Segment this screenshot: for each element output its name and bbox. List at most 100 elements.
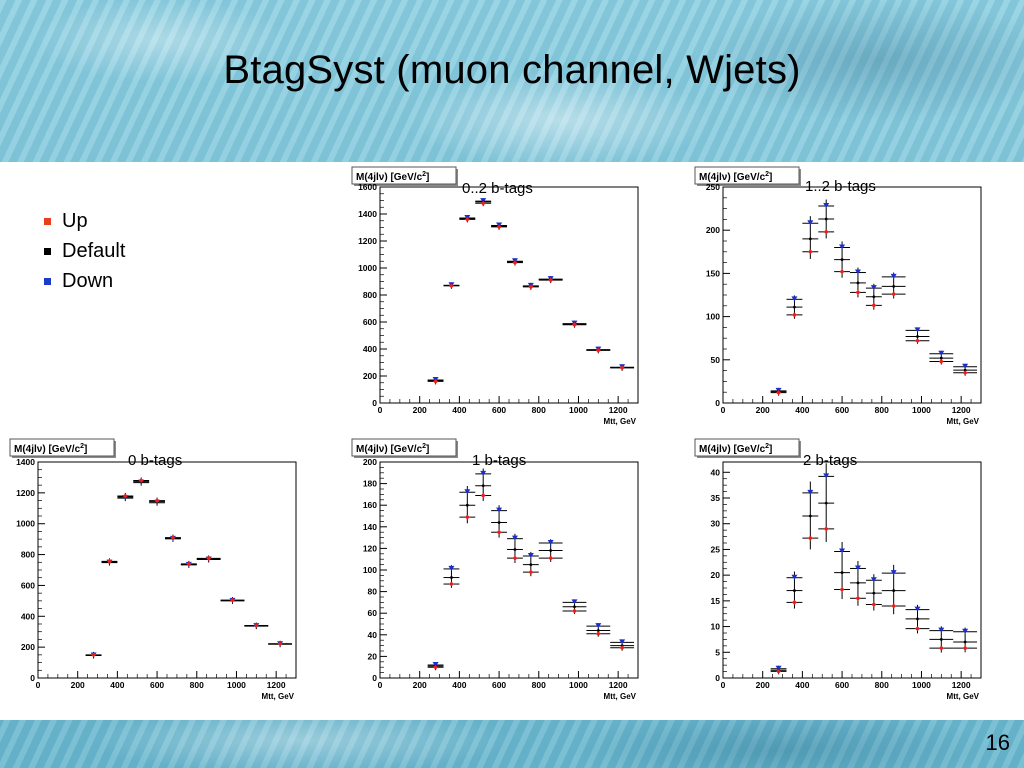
data-point-default bbox=[596, 629, 600, 632]
data-point-up bbox=[619, 365, 625, 371]
ylabel-box bbox=[351, 166, 457, 185]
data-point-default bbox=[872, 295, 876, 299]
data-point-up bbox=[823, 526, 829, 532]
data-point-default bbox=[793, 589, 796, 592]
data-point-up bbox=[528, 569, 534, 575]
data-point-default bbox=[856, 281, 860, 285]
legend-item-up: Up bbox=[44, 206, 125, 236]
data-point-up bbox=[277, 641, 283, 647]
y-tick-label: 1000 bbox=[358, 263, 377, 273]
x-tick-label: 800 bbox=[532, 405, 546, 415]
data-point-default bbox=[529, 563, 533, 566]
y-axis-label-close: ] bbox=[769, 172, 772, 183]
chart-1-btags: M(4jlν) [GeV/c2]1 b-tags0204060801001201… bbox=[351, 438, 639, 701]
data-point-up bbox=[807, 249, 813, 255]
data-point-down bbox=[938, 350, 945, 356]
data-point-down bbox=[890, 273, 897, 279]
y-tick-label: 10 bbox=[711, 622, 721, 632]
x-tick-label: 400 bbox=[452, 405, 466, 415]
y-axis-label-prefix: M(4jl bbox=[356, 172, 379, 183]
y-tick-label: 400 bbox=[363, 344, 377, 354]
y-tick-label: 1000 bbox=[16, 519, 35, 529]
y-axis-label-close: ] bbox=[84, 444, 87, 455]
y-axis-label-nu: ν bbox=[379, 444, 385, 455]
y-tick-label: 1400 bbox=[358, 209, 377, 219]
legend-swatch-default bbox=[44, 247, 51, 255]
data-point-up bbox=[253, 623, 259, 629]
y-tick-label: 0 bbox=[715, 673, 720, 683]
data-point-up bbox=[138, 478, 144, 484]
chart-caption: 0..2 b-tags bbox=[462, 180, 533, 197]
legend-label-default: Default bbox=[62, 239, 126, 262]
y-tick-label: 0 bbox=[715, 398, 720, 408]
y-tick-label: 180 bbox=[363, 479, 377, 489]
data-point-default bbox=[840, 571, 844, 574]
data-point-down bbox=[839, 548, 846, 554]
ylabel-box bbox=[9, 438, 115, 457]
y-tick-label: 200 bbox=[706, 225, 720, 235]
data-point-down bbox=[914, 327, 921, 333]
y-axis-label-prefix: M(4jl bbox=[356, 444, 379, 455]
data-point-default bbox=[939, 638, 943, 641]
data-point-up bbox=[776, 390, 782, 396]
data-point-down bbox=[854, 565, 861, 571]
y-tick-label: 20 bbox=[711, 570, 721, 580]
x-tick-label: 1000 bbox=[569, 405, 588, 415]
data-point-down bbox=[807, 220, 814, 226]
data-point-default bbox=[497, 521, 501, 524]
x-tick-label: 400 bbox=[452, 680, 466, 690]
data-point-up bbox=[791, 599, 797, 605]
x-tick-label: 1200 bbox=[609, 680, 628, 690]
data-point-default bbox=[963, 640, 967, 644]
data-point-up bbox=[170, 535, 176, 541]
ylabel-box bbox=[694, 438, 800, 457]
x-tick-label: 200 bbox=[756, 405, 770, 415]
x-axis-label: Mtt, GeV bbox=[947, 692, 980, 701]
plot-frame bbox=[379, 461, 639, 679]
y-tick-label: 40 bbox=[711, 467, 721, 477]
y-axis-label-sup: 2 bbox=[765, 443, 769, 450]
y-tick-label: 140 bbox=[363, 522, 377, 532]
y-tick-label: 100 bbox=[706, 312, 720, 322]
x-tick-label: 1200 bbox=[952, 680, 971, 690]
data-point-up bbox=[448, 581, 454, 587]
x-tick-label: 200 bbox=[413, 405, 427, 415]
data-point-up bbox=[791, 312, 797, 318]
data-point-up bbox=[548, 555, 554, 561]
data-point-default bbox=[481, 484, 485, 488]
x-tick-label: 1200 bbox=[609, 405, 628, 415]
data-point-up bbox=[464, 216, 470, 222]
data-point-down bbox=[432, 662, 439, 668]
data-point-up bbox=[433, 664, 439, 670]
data-point-up bbox=[871, 302, 877, 308]
y-tick-label: 1600 bbox=[358, 182, 377, 192]
data-point-down bbox=[962, 363, 969, 369]
data-point-down bbox=[775, 665, 782, 671]
y-axis-label-close: ] bbox=[426, 444, 429, 455]
y-axis-label-close: ] bbox=[426, 172, 429, 183]
data-point-default bbox=[872, 591, 876, 595]
y-tick-label: 1200 bbox=[358, 236, 377, 246]
data-point-default bbox=[808, 514, 812, 518]
y-tick-label: 0 bbox=[30, 673, 35, 683]
y-tick-label: 200 bbox=[363, 457, 377, 467]
data-point-up bbox=[122, 493, 128, 499]
x-tick-label: 1200 bbox=[952, 405, 971, 415]
y-tick-label: 30 bbox=[711, 519, 721, 529]
data-point-up bbox=[891, 603, 897, 609]
y-axis-label-sup: 2 bbox=[422, 443, 426, 450]
plot-frame bbox=[722, 461, 982, 679]
y-tick-label: 400 bbox=[21, 611, 35, 621]
data-point-up bbox=[186, 561, 192, 567]
y-tick-label: 200 bbox=[21, 642, 35, 652]
y-tick-label: 25 bbox=[711, 544, 721, 554]
y-tick-label: 40 bbox=[368, 630, 378, 640]
y-axis-label-suffix: ) [GeV/c bbox=[727, 172, 765, 183]
data-point-default bbox=[916, 335, 919, 338]
y-tick-label: 60 bbox=[368, 608, 378, 618]
page-number: 16 bbox=[985, 730, 1010, 755]
data-point-default bbox=[939, 356, 943, 360]
data-point-default bbox=[793, 305, 796, 309]
legend-label-down: Down bbox=[62, 269, 114, 292]
x-tick-label: 1000 bbox=[227, 680, 246, 690]
